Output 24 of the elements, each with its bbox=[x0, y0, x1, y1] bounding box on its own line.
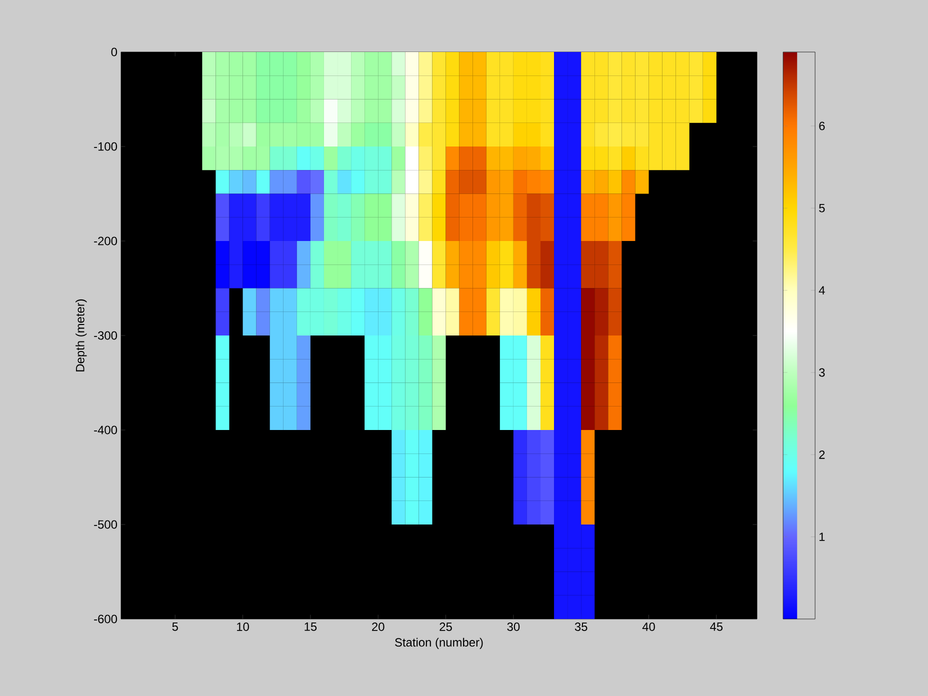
y-tick-label: -400 bbox=[94, 426, 118, 434]
x-tick-label: 25 bbox=[440, 622, 452, 631]
y-tick-label: -200 bbox=[94, 236, 118, 246]
color-bar-label: 3 bbox=[819, 368, 825, 377]
x-tick-label: 40 bbox=[642, 622, 655, 631]
color-bar-label: 1 bbox=[820, 532, 825, 541]
color-bar-label: 2 bbox=[819, 450, 825, 459]
color-bar-label: 4 bbox=[818, 286, 825, 294]
x-tick-label: 5 bbox=[172, 622, 178, 631]
x-tick-label: 15 bbox=[304, 622, 317, 631]
y-tick-label: 0 bbox=[111, 48, 118, 56]
x-tick-label: 20 bbox=[372, 622, 384, 631]
color-bar-label: 6 bbox=[819, 122, 825, 130]
y-axis-title: Depth (meter) bbox=[76, 299, 87, 372]
y-tick-label: -300 bbox=[94, 331, 118, 340]
x-axis-title: Station (number) bbox=[395, 638, 483, 649]
y-tick-label: -500 bbox=[94, 520, 118, 529]
x-tick-label: 10 bbox=[237, 622, 249, 631]
y-tick-label: -600 bbox=[94, 614, 118, 624]
x-tick-label: 45 bbox=[710, 622, 723, 631]
color-bar-label: 5 bbox=[819, 204, 825, 212]
x-tick-label: 30 bbox=[507, 622, 520, 631]
y-tick-label: -100 bbox=[94, 142, 118, 151]
x-tick-label: 35 bbox=[574, 622, 588, 631]
